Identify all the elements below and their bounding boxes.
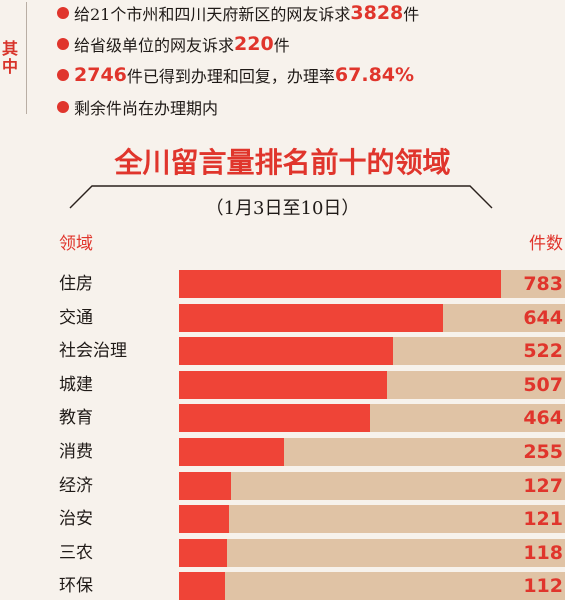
bar	[179, 303, 444, 332]
vertical-divider	[26, 2, 27, 114]
category-label: 教育	[59, 408, 93, 429]
bullet-dot-icon	[57, 38, 69, 50]
handling-rate: 67.84%	[334, 64, 415, 86]
title-bracket	[69, 185, 493, 209]
category-label: 交通	[59, 307, 93, 328]
summary-suffix: 件	[273, 36, 290, 55]
bar-track: 783	[179, 270, 565, 298]
summary-number: 2746	[74, 64, 127, 86]
axis-label-count: 件数	[529, 234, 563, 254]
value-label: 644	[523, 306, 563, 329]
value-label: 507	[523, 373, 563, 396]
chart-subtitle: （1月3日至10日）	[205, 198, 360, 219]
value-label: 112	[523, 575, 563, 598]
bar	[179, 404, 370, 433]
summary-line-cities: 给21个市州和四川天府新区的网友诉求 3828 件	[57, 0, 419, 26]
bullet-dot-icon	[57, 7, 69, 19]
bar-row: 环保 112	[0, 572, 565, 600]
value-label: 783	[523, 273, 563, 295]
summary-suffix: 件	[403, 5, 420, 24]
bar-track: 255	[179, 438, 565, 466]
chart-title: 全川留言量排名前十的领域	[114, 146, 451, 179]
bar	[179, 270, 501, 298]
bar-row: 经济 127	[0, 471, 565, 500]
bar-row: 交通 644	[0, 303, 565, 332]
bar	[179, 505, 229, 534]
value-label: 522	[523, 340, 563, 363]
summary-line-provincial: 给省级单位的网友诉求 220 件	[57, 31, 290, 57]
bullet-dot-icon	[57, 101, 69, 113]
qizhong-char: 中	[2, 57, 19, 76]
value-label: 464	[523, 407, 563, 430]
category-label: 环保	[59, 576, 93, 597]
bar-track: 644	[179, 303, 565, 332]
category-label: 消费	[59, 442, 93, 462]
bar-track: 464	[179, 404, 565, 433]
bar-row: 治安 121	[0, 505, 565, 534]
summary-text: 剩余件尚在办理期内	[74, 99, 219, 118]
bar-row: 住房 783	[0, 270, 565, 298]
bar-row: 教育 464	[0, 404, 565, 433]
summary-number: 3828	[350, 2, 404, 24]
bar-track: 121	[179, 505, 565, 534]
bar-track: 507	[179, 370, 565, 399]
category-label: 治安	[59, 509, 93, 530]
bar	[179, 572, 225, 600]
value-label: 255	[523, 441, 563, 463]
value-label: 118	[523, 541, 563, 564]
summary-number: 220	[234, 33, 274, 55]
value-label: 121	[523, 508, 563, 531]
summary-text: 给21个市州和四川天府新区的网友诉求	[74, 5, 351, 24]
bar-row: 城建 507	[0, 370, 565, 399]
bar	[179, 370, 388, 399]
bar-track: 118	[179, 538, 565, 567]
bar-track: 522	[179, 337, 565, 366]
value-label: 127	[523, 474, 563, 497]
category-label: 三农	[59, 542, 93, 563]
category-label: 经济	[59, 475, 93, 496]
summary-line-remaining: 剩余件尚在办理期内	[57, 94, 218, 120]
axis-label-category: 领域	[59, 234, 93, 254]
category-label: 住房	[59, 274, 93, 294]
summary-text: 给省级单位的网友诉求	[74, 36, 235, 55]
qizhong-label: 其 中	[2, 40, 22, 76]
category-label: 城建	[59, 374, 93, 395]
summary-line-handled: 2746 件已得到办理和回复，办理率 67.84%	[57, 62, 414, 88]
bar-row: 社会治理 522	[0, 337, 565, 366]
bar	[179, 538, 228, 567]
summary-header: 其 中 给21个市州和四川天府新区的网友诉求 3828 件 给省级单位的网友诉求…	[0, 0, 565, 120]
bar	[179, 337, 394, 366]
summary-suffix: 件已得到办理和回复，办理率	[126, 67, 335, 86]
category-label: 社会治理	[59, 341, 127, 362]
bullet-dot-icon	[57, 69, 69, 81]
bar-row: 三农 118	[0, 538, 565, 567]
bar-track: 127	[179, 471, 565, 500]
bar	[179, 471, 232, 500]
bar	[179, 438, 284, 466]
qizhong-char: 其	[2, 39, 19, 58]
bar-track: 112	[179, 572, 565, 600]
bar-row: 消费 255	[0, 438, 565, 466]
